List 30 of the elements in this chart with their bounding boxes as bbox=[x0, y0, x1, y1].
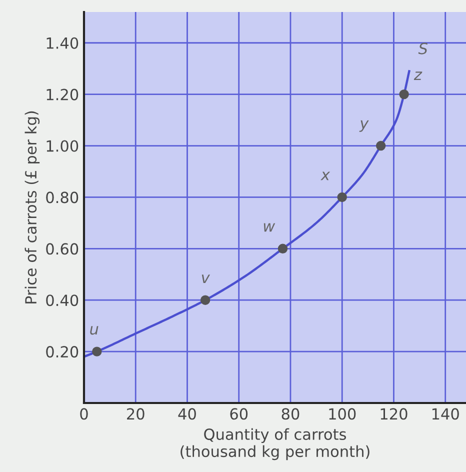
point bbox=[376, 140, 386, 151]
annotation: w bbox=[264, 223, 276, 232]
x-tick-label: 20 bbox=[127, 408, 144, 420]
x-tick-label: 60 bbox=[230, 408, 248, 420]
y-tick-label: 1.00 bbox=[46, 140, 78, 152]
y-axis-title: Price of carrots (£ per kg) bbox=[24, 111, 40, 304]
annotation: z bbox=[414, 72, 422, 80]
y-tick-label: 0.40 bbox=[46, 294, 78, 306]
annotation: y bbox=[359, 120, 369, 132]
x-tick-label: 0 bbox=[80, 408, 88, 420]
y-tick-label: 0.80 bbox=[46, 192, 78, 204]
point bbox=[92, 346, 102, 356]
x-tick-label: 120 bbox=[380, 408, 408, 420]
point bbox=[278, 244, 288, 254]
y-tick-label: 1.20 bbox=[46, 88, 78, 100]
annotation: v bbox=[202, 274, 210, 284]
x-tick-label: 140 bbox=[432, 408, 459, 420]
point bbox=[399, 89, 409, 100]
annotation: x bbox=[320, 172, 330, 180]
y-tick-label: 1.40 bbox=[46, 37, 78, 49]
x-axis-title: Quantity of carrots (thousand kg per month) bbox=[180, 428, 370, 460]
x-tick-label: 40 bbox=[178, 408, 196, 420]
x-tick-label: 100 bbox=[329, 408, 356, 420]
point bbox=[200, 295, 210, 305]
y-tick-label: 0.60 bbox=[46, 243, 78, 255]
annotation: u bbox=[90, 326, 98, 335]
annotation: S bbox=[418, 42, 428, 54]
y-tick-label: 0.20 bbox=[46, 346, 78, 358]
x-tick-label: 80 bbox=[282, 408, 300, 420]
point bbox=[337, 192, 347, 202]
